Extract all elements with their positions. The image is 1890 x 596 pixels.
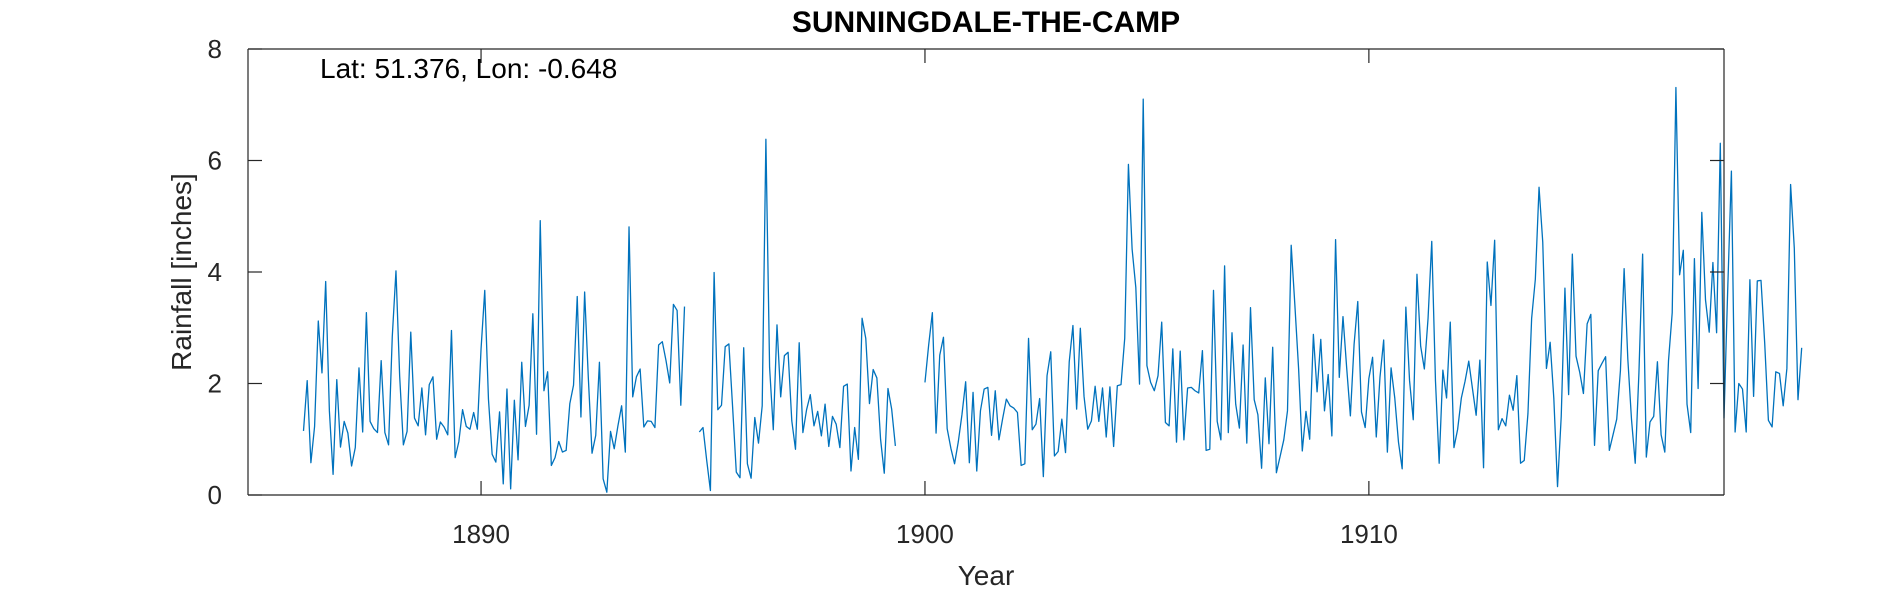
- rainfall-series-line-segment-0-0: [302, 220, 686, 493]
- x-axis-label: Year: [958, 560, 1015, 591]
- y-tick-label: 6: [208, 146, 222, 176]
- y-tick-label: 4: [208, 257, 222, 287]
- location-annotation: Lat: 51.376, Lon: -0.648: [320, 53, 617, 84]
- data-layer: [302, 86, 1803, 493]
- plot-area-background: [248, 49, 1724, 495]
- y-tick-label: 2: [208, 369, 222, 399]
- y-tick-label: 0: [208, 480, 222, 510]
- rainfall-series-line-segment-0-2: [924, 86, 1803, 488]
- y-axis-label: Rainfall [inches]: [166, 173, 197, 371]
- x-tick-label: 1910: [1340, 519, 1398, 549]
- rainfall-series-line-segment-0-1: [698, 138, 897, 492]
- x-tick-label: 1890: [452, 519, 510, 549]
- chart-title: SUNNINGDALE-THE-CAMP: [792, 6, 1180, 39]
- y-tick-label: 8: [208, 34, 222, 64]
- x-tick-label: 1900: [896, 519, 954, 549]
- axes-layer: 1890 1900 1910 0 2 4 6 8: [208, 34, 1725, 549]
